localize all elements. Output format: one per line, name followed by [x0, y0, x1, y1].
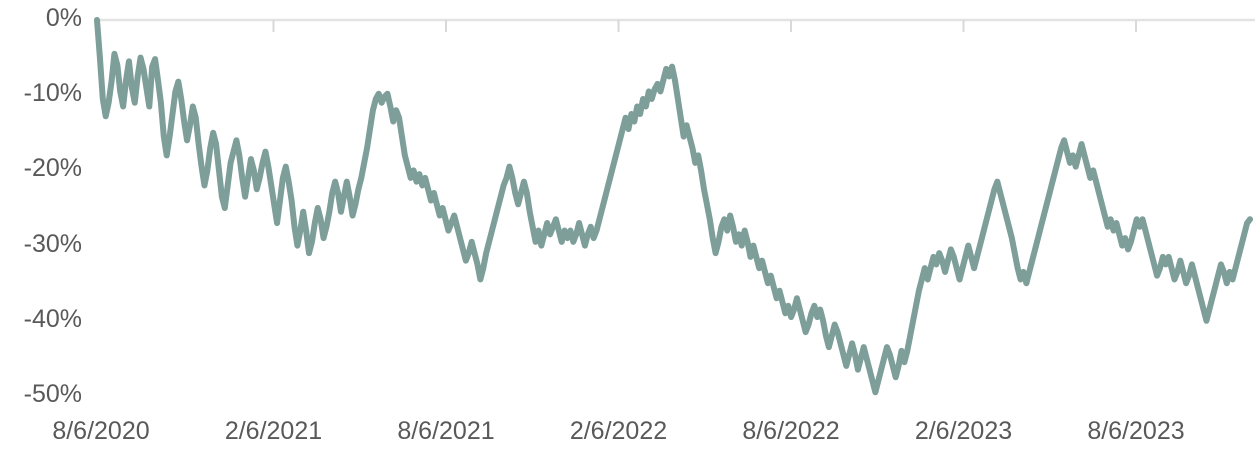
y-axis-tick-label: -40% — [23, 304, 82, 333]
x-axis-tick-label: 8/6/2021 — [397, 417, 495, 445]
y-axis-tick-label: -30% — [23, 229, 82, 258]
x-axis-tick-label: 8/6/2023 — [1087, 417, 1185, 445]
series-line-drawdown — [94, 17, 1253, 396]
x-axis-tick-label: 8/6/2022 — [742, 417, 840, 445]
x-axis-tick-label: 2/6/2022 — [569, 417, 668, 445]
x-axis-tick-label: 2/6/2023 — [914, 417, 1013, 445]
x-axis-tick-label: 2/6/2021 — [224, 417, 323, 445]
x-axis-tick-label: 8/6/2020 — [52, 417, 150, 445]
y-axis-tick-label: -50% — [23, 380, 82, 408]
y-axis-tick-label: -10% — [23, 79, 82, 108]
y-axis-tick-label: 0% — [45, 4, 82, 32]
x-axis-tick-marks — [272, 20, 1137, 32]
y-axis-tick-label: -20% — [23, 154, 82, 183]
